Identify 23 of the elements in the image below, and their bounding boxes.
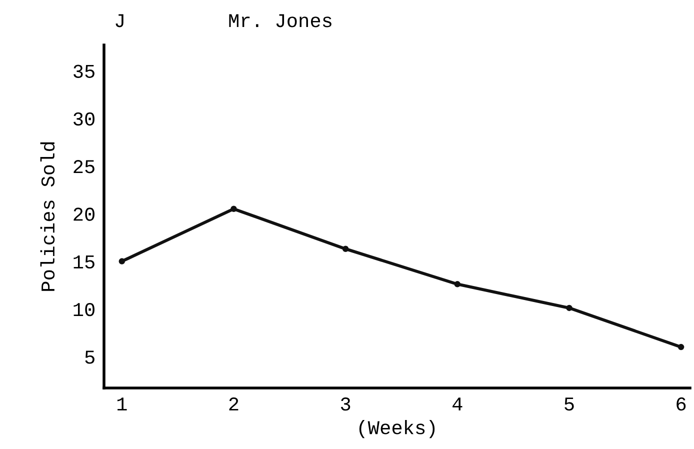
x-tick-label: 5 — [564, 398, 574, 411]
point — [230, 206, 237, 212]
x-tick-label: 3 — [340, 397, 350, 411]
x-axis-title: (Weeks) — [359, 420, 435, 438]
y-tick-label: 10 — [74, 302, 94, 316]
y-tick-label: 20 — [74, 208, 94, 221]
y-tick-label: 35 — [74, 64, 94, 78]
x-tick-label: 2 — [229, 397, 238, 410]
y-tick-label: 25 — [74, 160, 94, 174]
x-tick-label: 1 — [117, 398, 127, 410]
point — [118, 258, 126, 264]
chart-title: Mr. Jones — [229, 14, 332, 28]
x-tick-label: 6 — [676, 397, 686, 411]
point — [566, 304, 572, 312]
y-tick-label: 30 — [74, 112, 94, 126]
y-axis-title: Policies Sold — [40, 142, 55, 291]
point — [342, 246, 349, 252]
x-tick-label: 4 — [452, 398, 462, 410]
y-tick-label: 15 — [74, 256, 94, 269]
point — [454, 281, 461, 288]
point — [678, 344, 684, 350]
y-tick-label: 5 — [85, 350, 94, 364]
text: J — [116, 14, 124, 28]
